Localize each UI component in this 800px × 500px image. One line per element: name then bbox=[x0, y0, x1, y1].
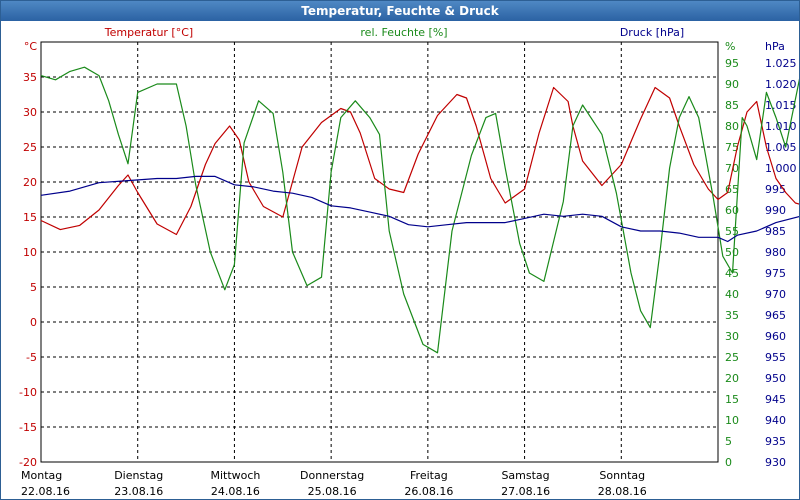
pressure-tick-label: 955 bbox=[765, 351, 786, 364]
x-tick-date-label: 24.08.16 bbox=[211, 485, 260, 498]
pressure-series-line bbox=[40, 175, 799, 243]
humidity-tick-label: 0 bbox=[725, 456, 732, 469]
humidity-tick-label: 15 bbox=[725, 393, 739, 406]
humidity-tick-label: 75 bbox=[725, 141, 739, 154]
pressure-tick-label: 935 bbox=[765, 435, 786, 448]
x-tick-day-label: Freitag bbox=[410, 469, 448, 482]
temperature-tick-label: 20 bbox=[23, 176, 37, 189]
pressure-unit-label: hPa bbox=[765, 40, 785, 53]
pressure-tick-label: 1.005 bbox=[765, 141, 797, 154]
humidity-axis-label: rel. Feuchte [%] bbox=[360, 26, 447, 39]
temperature-unit-label: °C bbox=[24, 40, 38, 53]
humidity-tick-label: 50 bbox=[725, 246, 739, 259]
pressure-axis-label: Druck [hPa] bbox=[620, 26, 684, 39]
humidity-tick-label: 35 bbox=[725, 309, 739, 322]
pressure-tick-label: 990 bbox=[765, 204, 786, 217]
humidity-series-line bbox=[40, 66, 799, 354]
x-tick-date-label: 28.08.16 bbox=[598, 485, 647, 498]
humidity-unit-label: % bbox=[725, 40, 735, 53]
humidity-tick-label: 30 bbox=[725, 330, 739, 343]
x-tick-date-label: 26.08.16 bbox=[404, 485, 453, 498]
humidity-tick-label: 5 bbox=[725, 435, 732, 448]
x-tick-day-label: Donnerstag bbox=[300, 469, 364, 482]
pressure-tick-label: 1.025 bbox=[765, 57, 797, 70]
pressure-tick-label: 960 bbox=[765, 330, 786, 343]
temperature-tick-label: -20 bbox=[19, 456, 37, 469]
humidity-tick-label: 60 bbox=[725, 204, 739, 217]
humidity-tick-label: 20 bbox=[725, 372, 739, 385]
x-tick-date-label: 23.08.16 bbox=[114, 485, 163, 498]
humidity-tick-label: 80 bbox=[725, 120, 739, 133]
pressure-tick-label: 970 bbox=[765, 288, 786, 301]
temperature-axis-label: Temperatur [°C] bbox=[104, 26, 193, 39]
pressure-tick-label: 940 bbox=[765, 414, 786, 427]
x-tick-day-label: Dienstag bbox=[114, 469, 163, 482]
humidity-tick-label: 40 bbox=[725, 288, 739, 301]
pressure-tick-label: 1.020 bbox=[765, 78, 797, 91]
temperature-tick-label: 10 bbox=[23, 246, 37, 259]
temperature-series-line bbox=[40, 86, 799, 236]
x-tick-day-label: Montag bbox=[21, 469, 62, 482]
pressure-tick-label: 1.000 bbox=[765, 162, 797, 175]
pressure-tick-label: 975 bbox=[765, 267, 786, 280]
temperature-tick-label: -15 bbox=[19, 421, 37, 434]
humidity-tick-label: 10 bbox=[725, 414, 739, 427]
humidity-tick-label: 90 bbox=[725, 78, 739, 91]
temperature-tick-label: -5 bbox=[26, 351, 37, 364]
x-tick-date-label: 22.08.16 bbox=[21, 485, 70, 498]
chart-title: Temperatur, Feuchte & Druck bbox=[1, 1, 799, 21]
pressure-tick-label: 995 bbox=[765, 183, 786, 196]
temperature-tick-label: 30 bbox=[23, 106, 37, 119]
pressure-tick-label: 945 bbox=[765, 393, 786, 406]
x-tick-date-label: 25.08.16 bbox=[308, 485, 357, 498]
humidity-tick-label: 25 bbox=[725, 351, 739, 364]
temperature-tick-label: -10 bbox=[19, 386, 37, 399]
humidity-tick-label: 45 bbox=[725, 267, 739, 280]
pressure-tick-label: 930 bbox=[765, 456, 786, 469]
humidity-tick-label: 70 bbox=[725, 162, 739, 175]
humidity-tick-label: 95 bbox=[725, 57, 739, 70]
pressure-tick-label: 950 bbox=[765, 372, 786, 385]
x-tick-day-label: Mittwoch bbox=[210, 469, 260, 482]
pressure-tick-label: 965 bbox=[765, 309, 786, 322]
humidity-tick-label: 85 bbox=[725, 99, 739, 112]
temperature-tick-label: 5 bbox=[30, 281, 37, 294]
x-tick-day-label: Sonntag bbox=[599, 469, 645, 482]
chart-svg: 35302520151050-5-10-15-20°C9590858075706… bbox=[19, 26, 799, 498]
temperature-tick-label: 15 bbox=[23, 211, 37, 224]
pressure-tick-label: 980 bbox=[765, 246, 786, 259]
x-tick-day-label: Samstag bbox=[501, 469, 549, 482]
pressure-tick-label: 985 bbox=[765, 225, 786, 238]
temperature-tick-label: 35 bbox=[23, 71, 37, 84]
temperature-tick-label: 25 bbox=[23, 141, 37, 154]
x-tick-date-label: 27.08.16 bbox=[501, 485, 550, 498]
temperature-tick-label: 0 bbox=[30, 316, 37, 329]
